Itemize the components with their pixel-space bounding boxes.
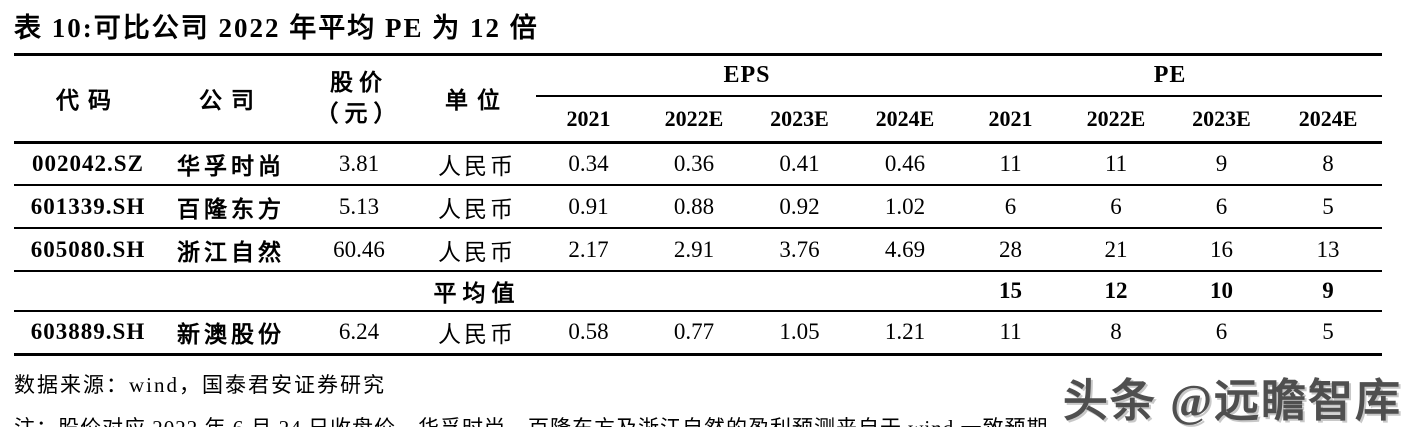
cell-pe-2024e: 5 (1274, 311, 1383, 356)
cell-code: 603889.SH (14, 311, 162, 356)
cell-eps-2021: 0.91 (536, 185, 641, 229)
cell-pe-2023e: 6 (1169, 311, 1275, 356)
cell-pe-2023e: 10 (1169, 271, 1275, 312)
cell-eps-2023e: 0.92 (747, 185, 852, 229)
header-group-row: 代码 公司 股价 （元） 单位 EPS PE (14, 56, 1383, 144)
cell-eps-2023e: 1.05 (747, 311, 852, 356)
header-years-row: 2021 2022E 2023E 2024E 2021 2022E 2023E … (14, 96, 1383, 144)
cell-eps-2024e: 4.69 (852, 228, 959, 272)
cell-eps-2023e: 3.76 (747, 228, 852, 272)
table-row-xinao: 603889.SH 新澳股份 6.24 人民币 0.58 0.77 1.05 1… (14, 311, 1383, 356)
cell-pe-2023e: 6 (1169, 185, 1275, 229)
cell-eps-2023e: 0.41 (747, 142, 852, 186)
cell-pe-2022e: 6 (1063, 185, 1170, 229)
cell-unit: 人民币 (418, 142, 536, 186)
cell-pe-2023e: 16 (1169, 228, 1275, 272)
cell-code: 605080.SH (14, 228, 162, 272)
table-row-zhejiang: 605080.SH 浙江自然 60.46 人民币 2.17 2.91 3.76 … (14, 228, 1383, 272)
cell-company: 华孚时尚 (162, 142, 300, 186)
header-company: 公司 (162, 56, 300, 144)
cell-pe-2022e: 11 (1063, 142, 1170, 186)
cell-eps-2022e: 0.77 (641, 311, 747, 356)
cell-average-label: 平均值 (418, 271, 536, 312)
cell-eps-2022e (641, 271, 747, 312)
cell-pe-2021: 15 (958, 271, 1064, 312)
cell-company (162, 271, 300, 312)
header-price: 股价 （元） (300, 56, 418, 144)
cell-unit: 人民币 (418, 185, 536, 229)
cell-company: 百隆东方 (162, 185, 300, 229)
header-price-line1: 股价 (330, 70, 388, 96)
cell-price: 6.24 (300, 311, 418, 356)
cell-pe-2024e: 13 (1274, 228, 1383, 272)
table-row-average: 平均值 15 12 10 9 (14, 271, 1383, 312)
cell-eps-2024e: 0.46 (852, 142, 959, 186)
comparable-companies-table: 代码 公司 股价 （元） 单位 EPS PE 2021 2022E 2023E … (14, 56, 1383, 356)
cell-company: 浙江自然 (162, 228, 300, 272)
cell-pe-2021: 11 (958, 142, 1064, 186)
cell-pe-2023e: 9 (1169, 142, 1275, 186)
cell-company: 新澳股份 (162, 311, 300, 356)
header-eps-2023e: 2023E (747, 96, 852, 144)
cell-pe-2024e: 8 (1274, 142, 1383, 186)
cell-pe-2022e: 21 (1063, 228, 1170, 272)
cell-unit: 人民币 (418, 311, 536, 356)
header-eps-group: EPS (536, 56, 959, 97)
cell-eps-2022e: 0.88 (641, 185, 747, 229)
header-eps-2024e: 2024E (852, 96, 959, 144)
cell-eps-2024e: 1.21 (852, 311, 959, 356)
header-price-line2: （元） (315, 101, 403, 127)
cell-pe-2024e: 9 (1274, 271, 1383, 312)
header-pe-2024e: 2024E (1274, 96, 1383, 144)
header-code: 代码 (14, 56, 162, 144)
cell-code (14, 271, 162, 312)
cell-pe-2024e: 5 (1274, 185, 1383, 229)
cell-pe-2021: 11 (958, 311, 1064, 356)
cell-code: 002042.SZ (14, 142, 162, 186)
cell-eps-2022e: 2.91 (641, 228, 747, 272)
cell-pe-2021: 28 (958, 228, 1064, 272)
cell-eps-2023e (747, 271, 852, 312)
cell-pe-2021: 6 (958, 185, 1064, 229)
data-source-line: 数据来源：wind，国泰君安证券研究 (14, 372, 386, 397)
cell-eps-2024e (852, 271, 959, 312)
cell-unit: 人民币 (418, 228, 536, 272)
cell-eps-2024e: 1.02 (852, 185, 959, 229)
cell-eps-2021: 0.58 (536, 311, 641, 356)
header-unit: 单位 (418, 56, 536, 144)
cell-eps-2022e: 0.36 (641, 142, 747, 186)
header-eps-2022e: 2022E (641, 96, 747, 144)
header-pe-2022e: 2022E (1063, 96, 1170, 144)
cell-price: 60.46 (300, 228, 418, 272)
footnote-line: 注：股价对应 2022 年 6 月 24 日收盘价，华孚时尚、百隆东方及浙江自然… (14, 412, 1407, 427)
cell-pe-2022e: 8 (1063, 311, 1170, 356)
table-title: 表 10:可比公司 2022 年平均 PE 为 12 倍 (14, 6, 1382, 56)
cell-price: 5.13 (300, 185, 418, 229)
header-pe-group: PE (958, 56, 1383, 97)
cell-eps-2021 (536, 271, 641, 312)
cell-pe-2022e: 12 (1063, 271, 1170, 312)
watermark-toutiao-yuanzhan: 头条 @远瞻智库 (1062, 376, 1402, 426)
cell-code: 601339.SH (14, 185, 162, 229)
cell-eps-2021: 0.34 (536, 142, 641, 186)
table-row-bailong: 601339.SH 百隆东方 5.13 人民币 0.91 0.88 0.92 1… (14, 185, 1383, 229)
header-pe-2021: 2021 (958, 96, 1064, 144)
table-row-huafu: 002042.SZ 华孚时尚 3.81 人民币 0.34 0.36 0.41 0… (14, 142, 1383, 186)
cell-price (300, 271, 418, 312)
cell-eps-2021: 2.17 (536, 228, 641, 272)
header-pe-2023e: 2023E (1169, 96, 1275, 144)
header-eps-2021: 2021 (536, 96, 641, 144)
cell-price: 3.81 (300, 142, 418, 186)
